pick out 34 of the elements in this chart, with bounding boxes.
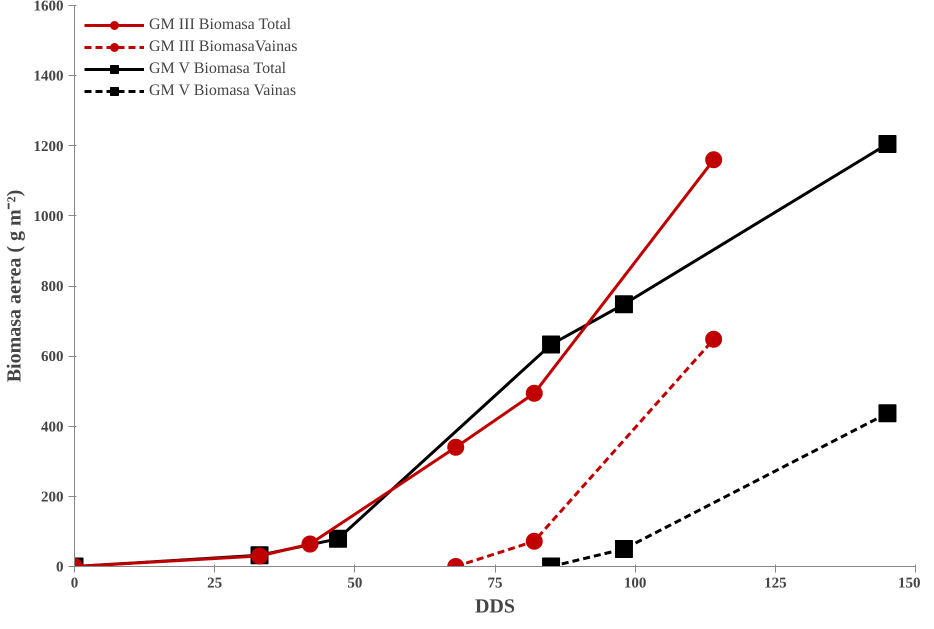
y-tick-label: 1000	[34, 208, 64, 225]
legend-label: GM III BiomasaVainas	[149, 38, 298, 56]
point	[705, 151, 722, 168]
x-tick-label: 75	[488, 576, 502, 592]
x-tick-label: 25	[207, 576, 222, 592]
point	[878, 134, 896, 153]
point	[542, 336, 560, 354]
point	[614, 295, 633, 314]
y-tick-label: 0	[56, 560, 64, 576]
point	[526, 384, 543, 402]
y-tick-label: 1400	[34, 68, 64, 85]
point	[447, 438, 464, 456]
legend-label: GM V Biomasa Vainas	[149, 82, 296, 100]
y-tick-label: 600	[41, 349, 64, 366]
y-axis-title: Biomasa aerea ( g m⁻²)	[4, 190, 26, 382]
point	[329, 530, 348, 548]
point	[301, 536, 318, 553]
point	[878, 404, 896, 422]
y-tick-label: 800	[41, 279, 64, 295]
y-tick-label: 200	[41, 489, 64, 506]
legend-label: GM III Biomasa Total	[149, 16, 292, 34]
x-tick-label: 0	[70, 576, 78, 592]
x-tick-label: 100	[624, 576, 646, 592]
x-tick-label: 50	[347, 576, 362, 592]
y-tick-label: 1600	[34, 0, 64, 14]
legend-label: GM V Biomasa Total	[149, 60, 286, 78]
point	[526, 532, 543, 550]
x-axis-title: DDS	[474, 596, 516, 618]
point	[705, 330, 722, 348]
point	[614, 540, 633, 558]
y-tick-label: 400	[41, 419, 64, 436]
x-tick-label: 125	[764, 576, 787, 592]
x-tick-label: 150	[898, 576, 920, 592]
y-tick-label: 1200	[34, 138, 64, 155]
